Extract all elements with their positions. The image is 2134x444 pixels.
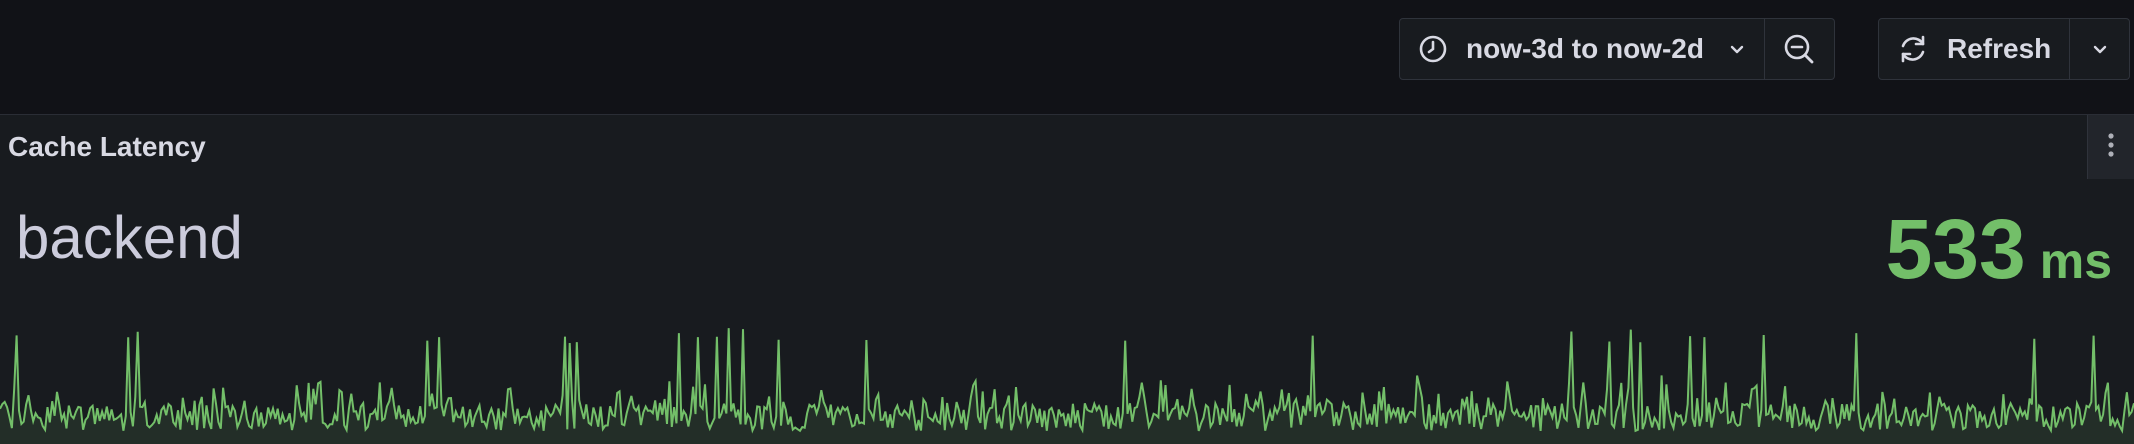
vertical-dots-icon <box>2107 132 2115 163</box>
panel-title: Cache Latency <box>8 131 206 162</box>
refresh-label: Refresh <box>1947 33 2052 64</box>
panel-menu-button[interactable] <box>2087 115 2134 179</box>
series-name: backend <box>16 204 243 271</box>
stat-panel: Cache Latency backend 533 ms <box>0 115 2134 444</box>
time-range-label: now-3d to now-2d <box>1466 33 1704 64</box>
refresh-interval-button[interactable] <box>2070 18 2131 80</box>
clock-icon <box>1418 34 1448 64</box>
zoom-out-icon <box>1782 32 1816 66</box>
zoom-out-button[interactable] <box>1764 18 1835 80</box>
refresh-group: Refresh <box>1878 18 2131 80</box>
time-range-picker-button[interactable]: now-3d to now-2d <box>1399 18 1765 80</box>
refresh-button[interactable]: Refresh <box>1878 18 2071 80</box>
sparkline-chart <box>0 328 2134 444</box>
time-range-group: now-3d to now-2d <box>1399 18 1835 80</box>
refresh-icon <box>1897 33 1929 65</box>
dashboard-toolbar: now-3d to now-2d <box>0 0 2134 115</box>
sparkline-area <box>0 328 2134 444</box>
chevron-down-icon <box>1728 40 1746 58</box>
stat-unit: ms <box>2039 233 2112 289</box>
stat-value: 533 ms <box>1886 201 2112 298</box>
chevron-down-icon <box>2091 40 2109 58</box>
stat-number: 533 <box>1885 202 2026 296</box>
sparkline-line <box>0 328 2134 434</box>
